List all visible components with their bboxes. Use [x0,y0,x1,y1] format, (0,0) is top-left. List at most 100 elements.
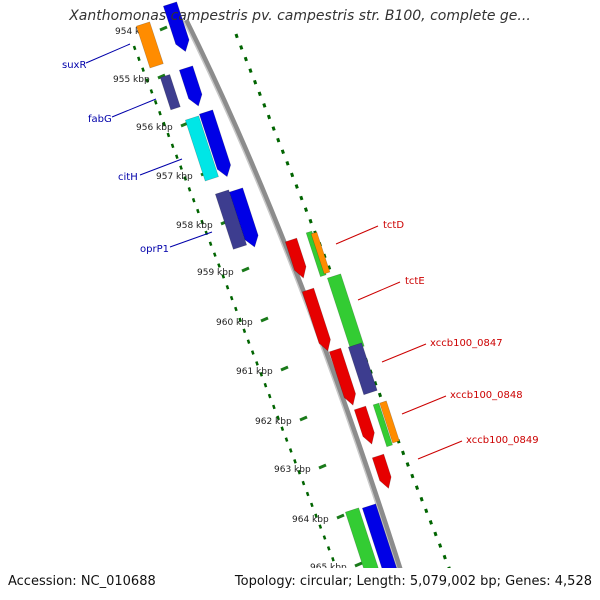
inner-tick-row [234,306,238,312]
outer-tick-row [424,508,429,514]
gene-block-navy [347,342,378,396]
scale-tick [354,561,363,568]
inner-tick-row [284,437,289,442]
outer-tick-row [285,160,290,166]
backbone-line [183,18,413,600]
inner-tick-row [326,546,331,551]
inner-tick-row [288,448,293,453]
inner-tick-row [280,426,285,431]
scale-tick [241,266,250,273]
inner-tick-row [331,556,335,562]
inner-tick-row [263,382,268,388]
scale-tick [336,513,345,520]
scale-tick [299,415,308,422]
scale-tick [157,73,166,80]
outer-tick-row [442,554,447,560]
inner-tick-row [149,89,154,94]
outer-tick-row [419,496,424,502]
outer-tick-row [280,149,285,155]
outer-tick-row [253,79,258,85]
accession-label: Accession: NC_010688 [8,574,156,589]
inner-tick-row [276,415,280,421]
gene-label: tctE [405,276,425,287]
gene-label: oprP1 [140,244,169,255]
inner-tick-row [314,513,318,519]
outer-tick-row [373,381,378,386]
footer-bar [0,568,600,600]
gene-arrow-red [371,453,392,489]
gene-arrow-red [284,237,307,279]
inner-tick-row [170,143,175,149]
outer-tick-row [294,184,299,189]
scale-label: 960 kbp [216,318,253,328]
inner-tick-row [242,328,247,334]
inner-tick-row [212,252,217,257]
inner-tick-row [305,491,310,497]
inner-tick-row [183,176,188,181]
outer-tick-row [405,462,410,467]
inner-tick-row [238,317,242,323]
scale-label: 961 kbp [236,367,273,377]
gene-block-green [326,273,365,351]
outer-tick-row [243,56,248,62]
outer-tick-row [303,207,309,213]
inner-tick-row [166,132,171,138]
inner-tick-row [200,219,204,225]
inner-tick-row [272,404,276,410]
gene-block-green [372,402,393,448]
outer-tick-row [276,137,281,143]
gene-label: xccb100_0848 [450,390,523,401]
outer-tick-row [290,172,295,178]
gene-leader-line [335,225,379,245]
inner-tick-row [318,524,323,529]
scale-label: 957 kbp [156,172,193,182]
gene-block-orange [310,231,331,275]
inner-tick-row [162,121,166,127]
outer-tick-row [327,265,332,270]
outer-tick-row [299,195,304,201]
scale-label: 962 kbp [255,417,292,427]
inner-tick-row [322,535,327,540]
outer-tick-row [438,543,443,548]
gene-leader-line [357,281,401,301]
gene-arrow-red [328,347,356,406]
gene-block-orange [135,21,164,69]
inner-tick-row [310,502,314,508]
inner-tick-row [187,187,192,192]
map-title: Xanthomonas campestris pv. campestris st… [69,8,531,24]
scale-label: 958 kbp [176,221,213,231]
gene-arrow-blue [198,109,231,178]
outer-tick-row [428,520,433,525]
gene-leader-line [169,231,213,248]
gene-label: fabG [88,114,112,125]
scale-label: 955 kbp [113,75,150,85]
outer-tick-row [248,68,253,74]
gene-arrow-red [353,405,375,445]
gene-leader-line [139,158,183,176]
inner-tick-row [179,165,183,170]
outer-tick-row [234,33,239,39]
inner-tick-row [141,67,145,72]
gene-leader-line [85,43,131,64]
outer-tick-row [410,473,415,479]
gene-label: citH [118,172,138,183]
inner-tick-row [221,274,226,279]
scale-label: 963 kbp [274,465,311,475]
inner-tick-row [145,78,150,83]
inner-tick-row [259,372,264,377]
scale-label: 956 kbp [136,123,173,133]
inner-tick-row [255,361,259,366]
gene-label: xccb100_0849 [466,435,539,446]
inner-tick-row [246,339,251,344]
gene-block-orange [379,400,400,444]
gene-leader-line [381,343,427,363]
inner-tick-row [175,154,179,159]
genome-stats: Topology: circular; Length: 5,079,002 bp… [234,574,592,589]
scale-label: 959 kbp [197,268,234,278]
scale-tick [280,365,289,372]
gene-block-navy [159,74,181,111]
gene-leader-line [111,98,157,118]
inner-tick-row [301,480,306,486]
